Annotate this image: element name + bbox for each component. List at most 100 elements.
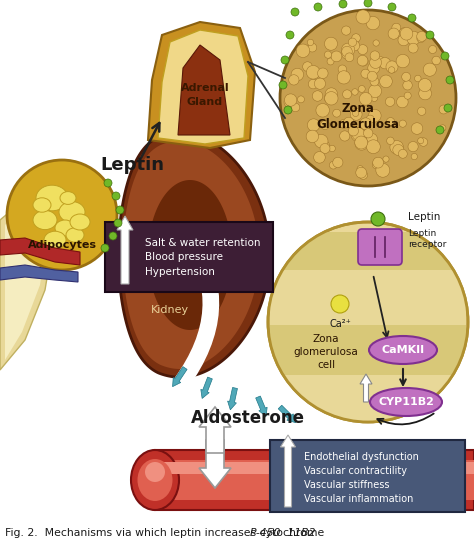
Circle shape <box>312 91 323 101</box>
Text: Salt & water retention
Blood pressure
Hypertension: Salt & water retention Blood pressure Hy… <box>145 238 261 277</box>
Circle shape <box>291 103 300 111</box>
Circle shape <box>316 103 329 117</box>
Circle shape <box>415 75 421 82</box>
Circle shape <box>350 108 362 120</box>
Ellipse shape <box>55 220 75 236</box>
Circle shape <box>400 28 408 36</box>
Polygon shape <box>123 141 259 369</box>
Circle shape <box>419 78 431 91</box>
FancyArrow shape <box>199 407 231 453</box>
Circle shape <box>401 72 410 81</box>
Ellipse shape <box>131 450 179 510</box>
FancyArrow shape <box>199 440 231 488</box>
Polygon shape <box>284 232 452 270</box>
Circle shape <box>351 128 365 142</box>
Circle shape <box>325 91 338 105</box>
Circle shape <box>356 167 366 178</box>
Circle shape <box>370 77 379 86</box>
Circle shape <box>364 0 372 7</box>
Circle shape <box>392 23 401 32</box>
Circle shape <box>432 56 440 65</box>
Circle shape <box>418 138 424 144</box>
Circle shape <box>314 134 328 148</box>
FancyArrow shape <box>173 367 187 387</box>
Circle shape <box>296 44 310 57</box>
Ellipse shape <box>33 210 57 229</box>
Text: Endothelial dysfunction
Vascular contractility
Vascular stiffness
Vascular infla: Endothelial dysfunction Vascular contrac… <box>304 452 419 504</box>
Circle shape <box>306 130 319 143</box>
Circle shape <box>109 232 117 240</box>
Ellipse shape <box>66 228 84 242</box>
Circle shape <box>324 51 332 58</box>
Circle shape <box>380 75 392 88</box>
Circle shape <box>358 44 368 55</box>
Circle shape <box>314 3 322 11</box>
Circle shape <box>403 81 412 90</box>
Circle shape <box>284 96 296 108</box>
Circle shape <box>357 55 368 66</box>
FancyBboxPatch shape <box>358 229 402 265</box>
Circle shape <box>379 57 391 69</box>
Ellipse shape <box>36 185 68 211</box>
FancyArrow shape <box>117 216 133 284</box>
Circle shape <box>383 156 389 162</box>
Circle shape <box>343 117 354 128</box>
Circle shape <box>373 162 380 169</box>
Circle shape <box>390 141 403 154</box>
Circle shape <box>381 168 388 176</box>
Circle shape <box>398 149 407 158</box>
Circle shape <box>417 31 427 42</box>
Circle shape <box>331 51 342 62</box>
Circle shape <box>373 40 379 46</box>
Polygon shape <box>5 202 48 360</box>
Circle shape <box>352 34 360 42</box>
Circle shape <box>319 107 327 114</box>
Circle shape <box>291 68 304 81</box>
Circle shape <box>325 88 337 100</box>
Circle shape <box>373 157 383 168</box>
Circle shape <box>338 65 346 74</box>
Circle shape <box>281 56 289 64</box>
Circle shape <box>112 192 120 200</box>
Circle shape <box>337 71 350 84</box>
Circle shape <box>404 92 411 99</box>
Ellipse shape <box>145 462 165 482</box>
Circle shape <box>361 69 370 78</box>
Circle shape <box>345 53 354 62</box>
Ellipse shape <box>33 198 51 212</box>
Circle shape <box>419 138 428 146</box>
Circle shape <box>357 166 363 172</box>
Circle shape <box>309 79 318 89</box>
Circle shape <box>353 110 359 116</box>
Circle shape <box>308 43 317 52</box>
Circle shape <box>370 56 382 69</box>
FancyArrow shape <box>360 374 372 402</box>
Circle shape <box>436 126 444 134</box>
Text: Leptin: Leptin <box>408 212 440 222</box>
Circle shape <box>386 61 398 73</box>
FancyArrow shape <box>255 396 267 417</box>
FancyBboxPatch shape <box>270 440 465 512</box>
Circle shape <box>446 76 454 84</box>
Circle shape <box>397 96 408 108</box>
Circle shape <box>333 109 341 117</box>
Text: Leptin: Leptin <box>100 156 164 174</box>
Circle shape <box>101 244 109 252</box>
Circle shape <box>320 121 329 129</box>
Circle shape <box>366 115 374 123</box>
Circle shape <box>291 8 299 16</box>
Circle shape <box>370 51 380 61</box>
Circle shape <box>342 49 351 59</box>
FancyBboxPatch shape <box>105 222 273 292</box>
Circle shape <box>343 90 352 99</box>
Ellipse shape <box>59 202 85 222</box>
Circle shape <box>385 97 395 107</box>
Circle shape <box>268 222 468 422</box>
Circle shape <box>375 56 385 66</box>
Circle shape <box>356 10 370 24</box>
Text: P-450  11B2: P-450 11B2 <box>250 528 315 538</box>
Circle shape <box>359 170 368 180</box>
FancyArrow shape <box>278 405 296 423</box>
Circle shape <box>307 119 320 131</box>
Circle shape <box>331 295 349 313</box>
